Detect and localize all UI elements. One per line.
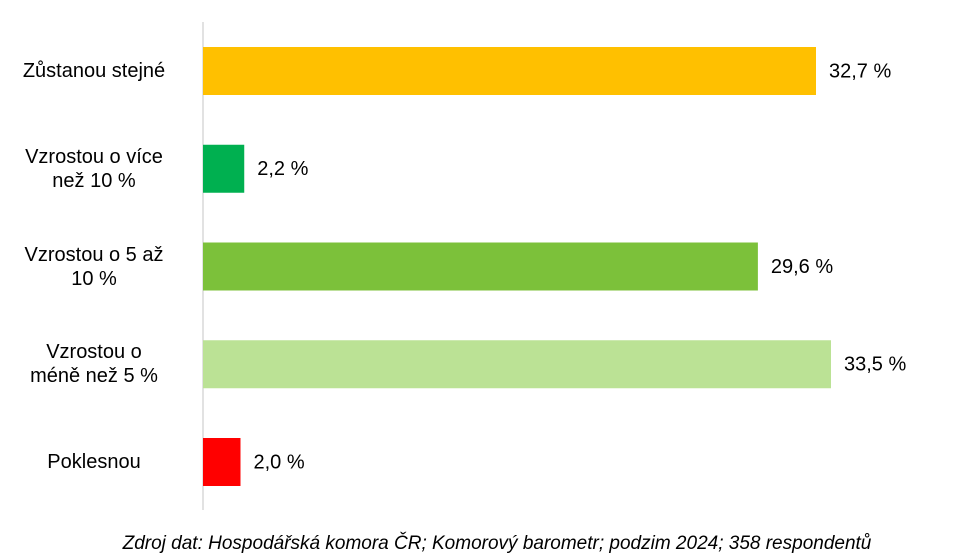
value-label: 33,5 % [844, 354, 906, 376]
category-label: Vzrostou o 5 až 10 % [24, 243, 164, 290]
bar [203, 144, 245, 193]
bar [203, 438, 241, 486]
source-note: Zdroj dat: Hospodářská komora ČR; Komoro… [122, 533, 872, 554]
value-label: 2,0 % [253, 451, 304, 473]
value-label: 32,7 % [829, 60, 891, 82]
category-label: Poklesnou [47, 451, 141, 473]
bar [203, 340, 831, 389]
category-label: Vzrostou o méně než 5 % [30, 341, 158, 388]
bar [203, 47, 817, 95]
bar [203, 242, 758, 291]
value-label: 29,6 % [771, 256, 833, 278]
category-label: Zůstanou stejné [22, 60, 166, 82]
value-label: 2,2 % [257, 158, 308, 180]
category-label: Vzrostou o více než 10 % [25, 145, 163, 192]
